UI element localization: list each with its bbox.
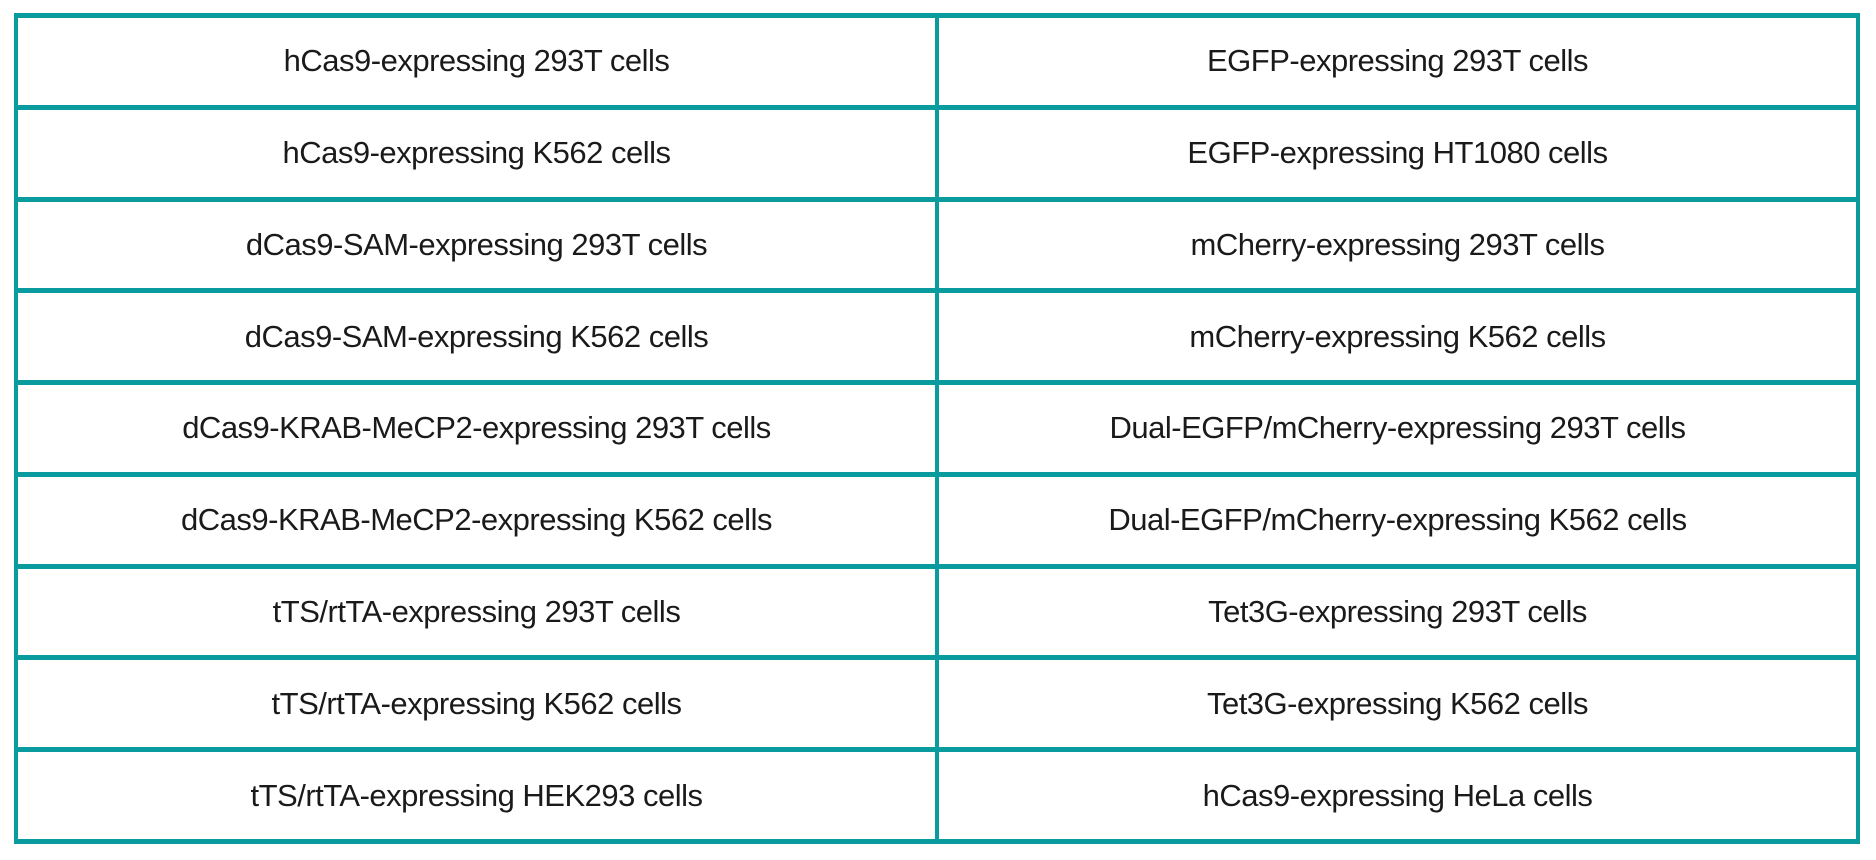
- table-cell: hCas9-expressing K562 cells: [14, 104, 939, 202]
- table-cell: EGFP-expressing 293T cells: [935, 13, 1860, 110]
- cell-lines-table: hCas9-expressing 293T cells EGFP-express…: [14, 13, 1860, 844]
- table-row: hCas9-expressing K562 cells EGFP-express…: [14, 104, 1860, 202]
- table-cell: Tet3G-expressing 293T cells: [935, 563, 1860, 661]
- table-cell: dCas9-SAM-expressing 293T cells: [14, 196, 939, 294]
- table-cell: Tet3G-expressing K562 cells: [935, 655, 1860, 753]
- table-cell: dCas9-KRAB-MeCP2-expressing K562 cells: [14, 471, 939, 569]
- table-cell: tTS/rtTA-expressing HEK293 cells: [14, 747, 939, 844]
- table-cell: Dual-EGFP/mCherry-expressing 293T cells: [935, 380, 1860, 477]
- table-row: hCas9-expressing 293T cells EGFP-express…: [14, 13, 1860, 110]
- table-cell: hCas9-expressing 293T cells: [14, 13, 939, 110]
- table-row: dCas9-SAM-expressing 293T cells mCherry-…: [14, 196, 1860, 294]
- table-row: tTS/rtTA-expressing 293T cells Tet3G-exp…: [14, 563, 1860, 661]
- table-row: dCas9-SAM-expressing K562 cells mCherry-…: [14, 288, 1860, 386]
- table-row: dCas9-KRAB-MeCP2-expressing K562 cells D…: [14, 471, 1860, 569]
- table-cell: mCherry-expressing K562 cells: [935, 288, 1860, 386]
- table-row: dCas9-KRAB-MeCP2-expressing 293T cells D…: [14, 380, 1860, 477]
- table-cell: tTS/rtTA-expressing K562 cells: [14, 655, 939, 753]
- table-cell: EGFP-expressing HT1080 cells: [935, 104, 1860, 202]
- table-cell: dCas9-KRAB-MeCP2-expressing 293T cells: [14, 380, 939, 477]
- table-cell: hCas9-expressing HeLa cells: [935, 747, 1860, 844]
- table-cell: tTS/rtTA-expressing 293T cells: [14, 563, 939, 661]
- table-cell: dCas9-SAM-expressing K562 cells: [14, 288, 939, 386]
- table-row: tTS/rtTA-expressing HEK293 cells hCas9-e…: [14, 747, 1860, 844]
- table-cell: mCherry-expressing 293T cells: [935, 196, 1860, 294]
- table-row: tTS/rtTA-expressing K562 cells Tet3G-exp…: [14, 655, 1860, 753]
- cell-lines-table-container: hCas9-expressing 293T cells EGFP-express…: [14, 13, 1860, 844]
- table-cell: Dual-EGFP/mCherry-expressing K562 cells: [935, 471, 1860, 569]
